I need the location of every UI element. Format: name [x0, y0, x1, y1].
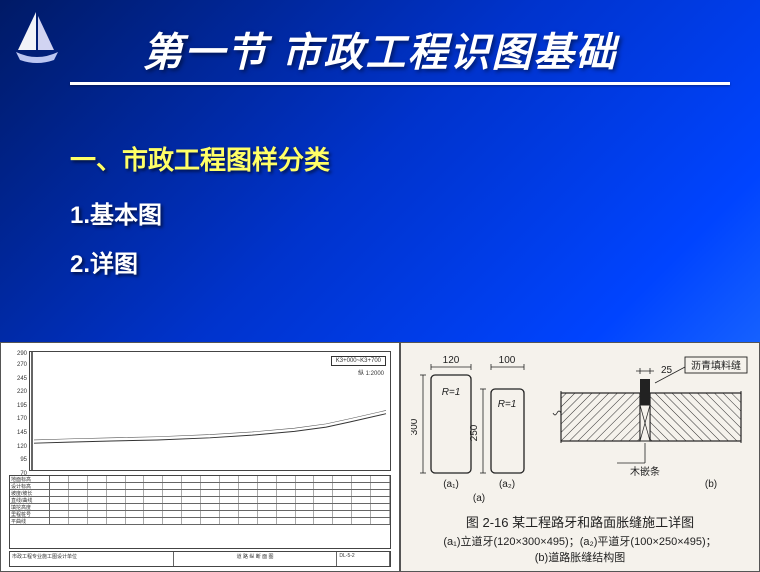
titleblock-org: 市政工程专业施工图设计单位 — [10, 552, 174, 566]
profile-scale-label: 纵 1:2000 — [358, 368, 384, 377]
y-axis-ticks: 7095120145170195220245270290 — [9, 351, 27, 471]
detail-svg: 120 R=1 300 (a₁) 100 R=1 250 — [411, 353, 751, 503]
figure-detail: 120 R=1 300 (a₁) 100 R=1 250 — [400, 342, 760, 572]
row-label: 设计标高 — [10, 483, 50, 489]
label-a2-r: R=1 — [498, 399, 517, 410]
profile-line — [30, 352, 390, 470]
label-a1-r: R=1 — [442, 387, 461, 398]
tag-a1: (a₁) — [443, 479, 459, 490]
dim-a2-w: 100 — [499, 355, 516, 366]
y-tick: 270 — [17, 362, 27, 368]
titleblock-name: 道 路 纵 断 面 图 — [174, 552, 338, 566]
dim-a1-h: 300 — [411, 418, 420, 435]
row-label: 平曲线 — [10, 518, 50, 524]
fig-right-caption: 图 2-16 某工程路牙和路面胀缝施工详图 — [401, 512, 759, 531]
table-row: 平曲线 — [10, 518, 390, 525]
y-tick: 95 — [20, 457, 27, 463]
row-label: 填挖高度 — [10, 504, 50, 510]
y-tick: 195 — [17, 403, 27, 409]
table-row: 直线/曲线 — [10, 497, 390, 504]
y-tick: 220 — [17, 389, 27, 395]
y-tick: 245 — [17, 376, 27, 382]
titleblock-sheet: DL-5-2 — [337, 552, 390, 566]
y-tick: 145 — [17, 430, 27, 436]
figures-row: 7095120145170195220245270290 K3+000~K3+7… — [0, 342, 760, 572]
table-row: 坡度/坡长 — [10, 490, 390, 497]
tag-a2: (a₂) — [499, 479, 515, 490]
table-row: 填挖高度 — [10, 504, 390, 511]
profile-data-table: 地面标高设计标高坡度/坡长直线/曲线填挖高度里程桩号平曲线 — [9, 475, 391, 549]
y-tick: 290 — [17, 351, 27, 357]
titleblock-strip: 市政工程专业施工图设计单位 道 路 纵 断 面 图 DL-5-2 — [9, 551, 391, 567]
list-item-1: 1.基本图 — [70, 195, 330, 230]
label-wood: 木嵌条 — [630, 465, 660, 478]
section-heading: 一、市政工程图样分类 — [70, 140, 330, 177]
list-item-2: 2.详图 — [70, 244, 330, 279]
tag-a: (a) — [473, 493, 485, 503]
fig-right-sub1: (a₁)立道牙(120×300×495)；(a₂)平道牙(100×250×495… — [401, 533, 759, 549]
title-underline — [70, 82, 730, 85]
dim-a1-w: 120 — [443, 355, 460, 366]
fig-right-sub2: (b)道路胀缝结构图 — [401, 549, 759, 565]
content-block: 一、市政工程图样分类 1.基本图 2.详图 — [70, 140, 330, 293]
tag-b: (b) — [705, 479, 717, 490]
table-row: 设计标高 — [10, 483, 390, 490]
y-tick: 120 — [17, 444, 27, 450]
slide-title: 第一节 市政工程识图基础 — [142, 31, 617, 75]
y-tick: 170 — [17, 416, 27, 422]
figure-profile: 7095120145170195220245270290 K3+000~K3+7… — [0, 342, 400, 572]
table-row: 里程桩号 — [10, 511, 390, 518]
row-label: 坡度/坡长 — [10, 490, 50, 496]
dim-a2-h: 250 — [469, 424, 480, 441]
row-label: 直线/曲线 — [10, 497, 50, 503]
row-label: 地面标高 — [10, 476, 50, 482]
label-top-fill: 沥青填料缝 — [691, 359, 741, 372]
profile-plot-area: K3+000~K3+700 纵 1:2000 — [29, 351, 391, 471]
table-row: 地面标高 — [10, 476, 390, 483]
row-label: 里程桩号 — [10, 511, 50, 517]
profile-range-label: K3+000~K3+700 — [331, 356, 386, 366]
